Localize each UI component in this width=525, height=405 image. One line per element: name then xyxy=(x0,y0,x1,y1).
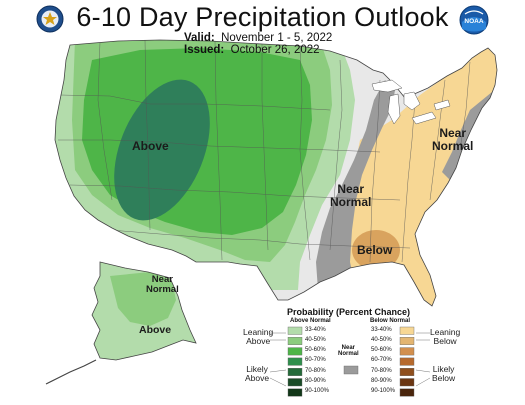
label-below: Below xyxy=(357,243,393,257)
legend-leaning-above: Leaning Above xyxy=(243,327,274,347)
legend-swatch-below xyxy=(399,337,415,345)
label-near-normal-alaska: Near Normal xyxy=(146,274,179,295)
legend-swatch-above xyxy=(287,357,303,366)
region-below-40 xyxy=(352,230,400,270)
label-near-normal-central: Near Normal xyxy=(330,182,372,209)
legend-range-below: 70-80% xyxy=(371,367,392,374)
legend-title: Probability (Percent Chance) xyxy=(287,307,411,317)
legend-range-above: 60-70% xyxy=(305,357,326,364)
noaa-logo-icon: NOAA xyxy=(459,5,489,35)
legend-below-header: Below Normal xyxy=(370,318,411,324)
legend-range-above: 33-40% xyxy=(305,326,326,333)
legend-swatch-near xyxy=(343,365,359,375)
legend-likely-above: Likely Above xyxy=(245,364,270,384)
legend-range-above: 70-80% xyxy=(305,367,326,374)
legend-swatch-above xyxy=(287,388,303,397)
valid-label: Valid: xyxy=(184,32,215,44)
legend-connector xyxy=(269,377,287,387)
legend-range-above: 40-50% xyxy=(305,336,326,343)
legend-leaning-below: Leaning Below xyxy=(430,327,461,347)
legend-likely-below: Likely Below xyxy=(432,364,456,384)
issued-value: October 26, 2022 xyxy=(230,44,320,56)
legend-swatch-below xyxy=(399,388,415,397)
legend xyxy=(269,326,431,397)
legend-swatch-below xyxy=(399,378,415,387)
legend-range-below: 60-70% xyxy=(371,357,392,364)
validity-info: Valid: November 1 - 5, 2022 Issued: Octo… xyxy=(184,32,332,56)
legend-swatch-above xyxy=(287,378,303,387)
legend-range-below: 50-60% xyxy=(371,347,392,354)
legend-range-below: 90-100% xyxy=(371,388,396,395)
legend-swatch-below xyxy=(399,357,415,366)
region-above-60 xyxy=(114,79,210,221)
state-borders xyxy=(58,40,471,263)
label-near-normal-northeast: Near Normal xyxy=(432,126,474,153)
legend-connector xyxy=(415,369,431,373)
legend-above-header: Above Normal xyxy=(290,318,331,324)
legend-connector xyxy=(415,377,431,387)
page-title: 6-10 Day Precipitation Outlook xyxy=(76,2,449,32)
region-near-central xyxy=(316,80,395,290)
legend-swatch-above xyxy=(287,326,303,335)
great-lakes xyxy=(371,79,451,125)
legend-connector xyxy=(269,369,287,373)
legend-swatch-above xyxy=(287,347,303,356)
alaska-outline xyxy=(91,261,197,361)
legend-range-above: 50-60% xyxy=(305,347,326,354)
legend-swatch-above xyxy=(287,368,303,376)
legend-range-below: 80-90% xyxy=(371,378,392,384)
aleutians xyxy=(45,359,97,385)
valid-value: November 1 - 5, 2022 xyxy=(221,32,333,44)
legend-range-above: 90-100% xyxy=(305,388,330,395)
legend-near-header: Near Normal xyxy=(338,345,359,357)
label-above-alaska: Above xyxy=(139,324,172,336)
legend-range-below: 40-50% xyxy=(371,336,392,343)
doc-seal-icon xyxy=(36,5,64,33)
label-above: Above xyxy=(132,139,169,153)
legend-range-above: 80-90% xyxy=(305,378,326,384)
svg-text:NOAA: NOAA xyxy=(464,18,483,25)
legend-swatch-above xyxy=(287,337,303,345)
issued-label: Issued: xyxy=(184,44,225,56)
legend-swatch-below xyxy=(399,326,415,335)
legend-range-below: 33-40% xyxy=(371,326,392,333)
legend-swatch-below xyxy=(399,368,415,376)
legend-swatch-below xyxy=(399,347,415,356)
